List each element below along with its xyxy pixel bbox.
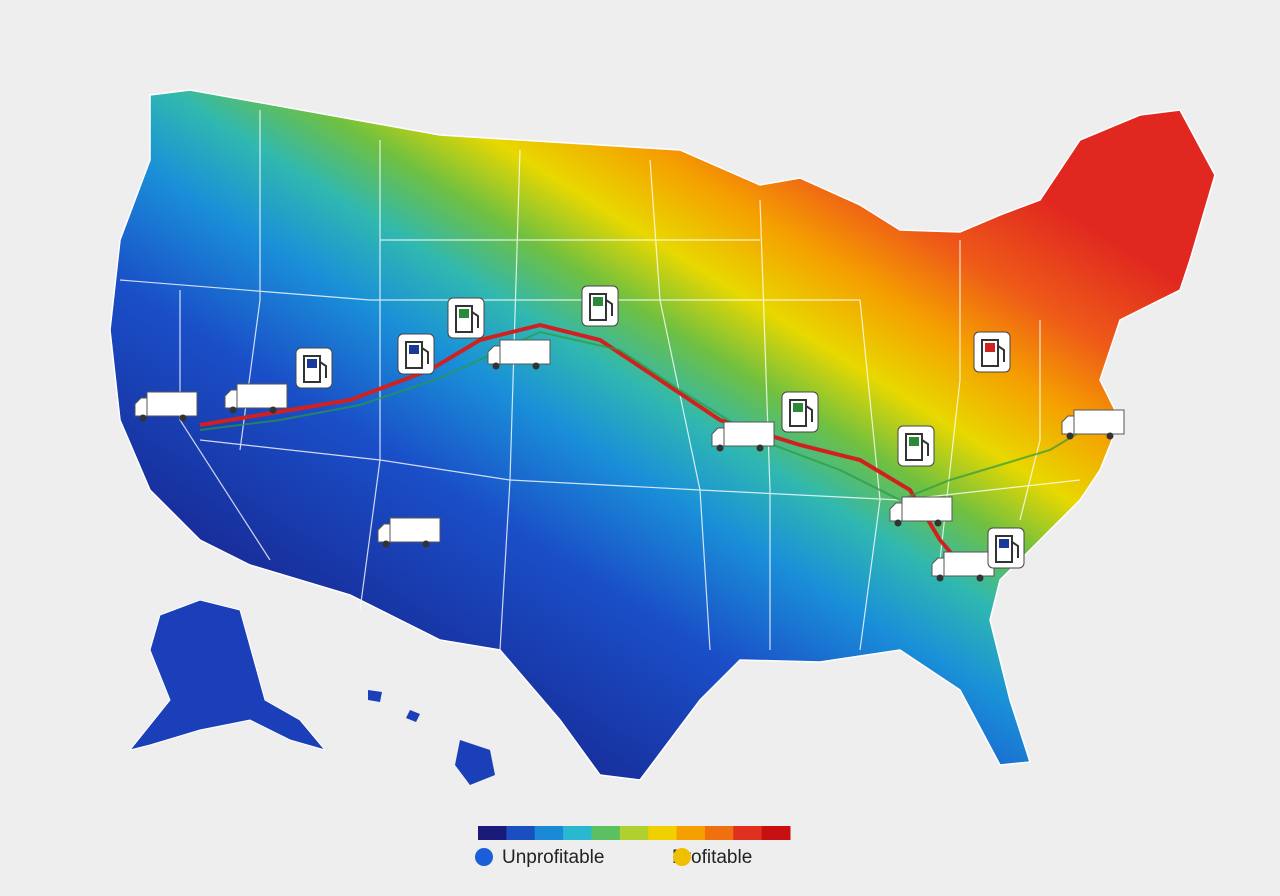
truck: [487, 339, 551, 370]
scale-swatch: [761, 826, 791, 840]
wheel: [976, 574, 984, 582]
wheel: [894, 519, 902, 527]
wheel: [492, 362, 500, 370]
pump-screen: [909, 437, 919, 446]
pump-hose: [421, 347, 429, 364]
legend-label: Profitable: [672, 847, 752, 868]
truck-body: [236, 383, 288, 409]
truck: [889, 496, 953, 527]
truck: [931, 551, 995, 582]
pump-hose: [921, 439, 929, 456]
wheel: [1066, 432, 1074, 440]
wheel: [229, 406, 237, 414]
truck-body: [389, 517, 441, 543]
truck: [711, 421, 775, 452]
alaska: [128, 599, 327, 751]
truck-body: [943, 551, 995, 577]
scale-swatch: [534, 826, 564, 840]
pump-screen: [793, 403, 803, 412]
pump-hose: [1011, 541, 1019, 558]
wheel: [382, 540, 390, 548]
pump-hose: [805, 405, 813, 422]
pump-screen: [999, 539, 1009, 548]
route-alt: [199, 330, 1101, 502]
wheel: [1106, 432, 1114, 440]
pump-screen: [459, 309, 469, 318]
scale-swatch: [648, 826, 678, 840]
truck-body: [146, 391, 198, 417]
pump-hose: [319, 361, 327, 378]
legend-dot: [673, 848, 691, 866]
scale-swatch: [591, 826, 621, 840]
truck: [377, 517, 441, 548]
truck-icons: [134, 339, 1125, 582]
truck-body: [1073, 409, 1125, 435]
wheel: [936, 574, 944, 582]
fuel-pump: [397, 333, 435, 375]
wheel: [422, 540, 430, 548]
fuel-pump: [781, 391, 819, 433]
pump-hose: [471, 311, 479, 328]
truck: [224, 383, 288, 414]
hawaii: [368, 690, 495, 785]
pump-screen: [409, 345, 419, 354]
wheel: [269, 406, 277, 414]
fuel-pump: [973, 331, 1011, 373]
truck: [1061, 409, 1125, 440]
fuel-pump: [987, 527, 1025, 569]
wheel: [716, 444, 724, 452]
wheel: [532, 362, 540, 370]
scale-swatch: [563, 826, 592, 840]
fuel-pump: [897, 425, 935, 467]
truck-body: [499, 339, 551, 365]
pump-screen: [593, 297, 603, 306]
pump-screen: [985, 343, 995, 352]
pump-hose: [997, 345, 1005, 362]
us-map: [109, 89, 1216, 781]
pump-screen: [307, 359, 317, 368]
scale-swatch: [733, 826, 763, 840]
scale-swatch: [506, 826, 536, 840]
legend-dot: [475, 848, 493, 866]
fuel-icons: [295, 285, 1025, 569]
fuel-pump: [295, 347, 333, 389]
wheel: [756, 444, 764, 452]
scale-swatch: [676, 826, 706, 840]
scale-swatch: [478, 826, 507, 840]
wheel: [139, 414, 147, 422]
truck: [134, 391, 198, 422]
wheel: [934, 519, 942, 527]
wheel: [179, 414, 187, 422]
scale-swatch: [619, 826, 649, 840]
truck-body: [723, 421, 775, 447]
fuel-pump: [581, 285, 619, 327]
truck-body: [901, 496, 953, 522]
scale-swatch: [704, 826, 734, 840]
route: [199, 322, 972, 577]
pump-hose: [605, 299, 613, 316]
fuel-pump: [447, 297, 485, 339]
legend: Unprofitable Profitable: [475, 826, 791, 868]
legend-label: Unprofitable: [502, 847, 604, 868]
